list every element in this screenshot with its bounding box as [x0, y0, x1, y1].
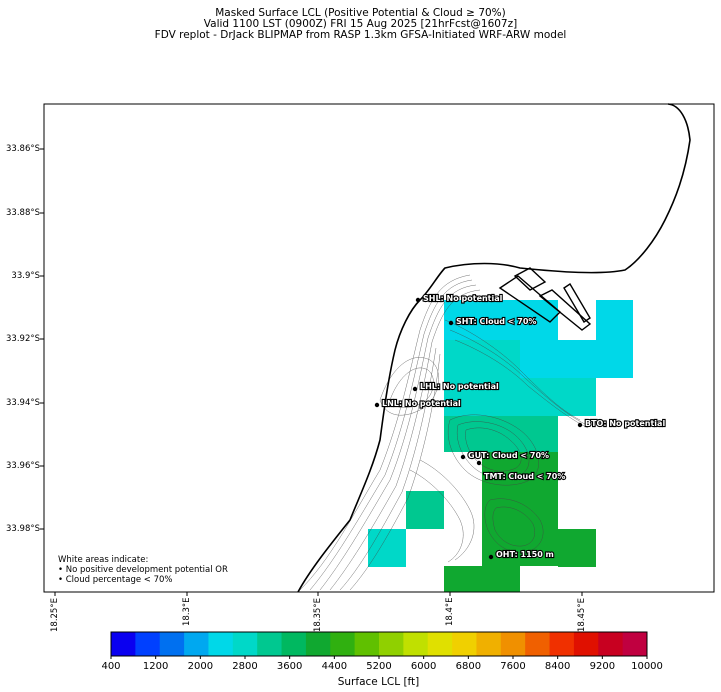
map-frame [43, 103, 715, 593]
colorbar-tick-label: 1200 [142, 661, 169, 672]
colorbar-swatch [549, 632, 575, 656]
x-tick-marks [54, 592, 583, 596]
lcl-cell [406, 491, 444, 529]
colorbar-tick-label: 10000 [631, 661, 663, 672]
colorbar-swatch [159, 632, 185, 656]
map-title-line-2: Valid 1100 LST (0900Z) FRI 15 Aug 2025 [… [203, 18, 518, 30]
colorbar-tick-label: 4400 [321, 661, 348, 672]
colorbar-swatch [305, 632, 331, 656]
colorbar-swatch [598, 632, 624, 656]
lcl-cell [444, 300, 558, 340]
x-tick-label: 18.45°E [577, 598, 587, 632]
coastline [297, 103, 691, 593]
colorbar-swatch [452, 632, 477, 656]
x-tick-label: 18.35°E [313, 598, 323, 632]
colorbar-tick-label: 2000 [187, 661, 214, 672]
station-markers [374, 297, 583, 560]
colorbar [110, 631, 648, 659]
station-marker-bto [577, 422, 583, 428]
lcl-cell [444, 416, 558, 452]
station-label-gut: GUT: Cloud < 70% [468, 451, 549, 460]
lcl-cell [482, 452, 558, 566]
colorbar-swatch [379, 632, 404, 656]
colorbar-swatch [281, 632, 307, 656]
colorbar-swatch [354, 632, 380, 656]
station-marker-gut [460, 454, 466, 460]
y-tick-label: 33.98°S [6, 524, 40, 534]
colorbar-tick-label: 2800 [232, 661, 258, 672]
station-label-shl: SHL: No potential [423, 294, 503, 303]
station-marker-shl [415, 297, 421, 303]
colorbar-tick-label: 8400 [544, 661, 571, 672]
colorbar-swatch [573, 632, 599, 656]
colorbar-swatch [476, 632, 502, 656]
lcl-cells [368, 300, 633, 592]
lcl-cell [444, 378, 596, 416]
station-label-lhl: LHL: No potential [420, 382, 499, 391]
colorbar-swatch [232, 632, 258, 656]
station-label-bto: BTO: No potential [585, 419, 665, 428]
terrain-contours [299, 274, 589, 591]
colorbar-label: Surface LCL [ft] [337, 676, 420, 688]
x-tick-label: 18.4°E [445, 597, 455, 626]
legend-note-line-2: • No positive development potential OR [58, 565, 228, 575]
station-label-sht: SHT: Cloud < 70% [456, 317, 536, 326]
colorbar-tick-label: 9200 [589, 661, 616, 672]
colorbar-swatch [208, 632, 234, 656]
lcl-cell [558, 529, 596, 567]
colorbar-swatch [622, 632, 648, 656]
legend-note-line-3: • Cloud percentage < 70% [58, 575, 173, 585]
colorbar-tick-label: 400 [101, 661, 121, 672]
map-title-line-3: FDV replot - DrJack BLIPMAP from RASP 1.… [154, 29, 567, 41]
colorbar-tick-label: 3600 [276, 661, 303, 672]
y-tick-label: 33.94°S [6, 398, 40, 408]
colorbar-swatch [257, 632, 283, 656]
y-tick-marks [40, 148, 44, 530]
colorbar-swatch [184, 632, 209, 656]
colorbar-swatch [403, 632, 429, 656]
y-tick-label: 33.92°S [6, 334, 40, 344]
colorbar-swatch [427, 632, 453, 656]
colorbar-tick-label: 7600 [500, 661, 526, 672]
lcl-cell [519, 340, 631, 378]
harbour-outline [498, 267, 592, 331]
lcl-cell [368, 529, 406, 567]
colorbar-swatch [525, 632, 551, 656]
colorbar-tick-label: 6000 [410, 661, 437, 672]
y-tick-label: 33.9°S [11, 271, 40, 281]
colorbar-swatch [135, 632, 161, 656]
y-tick-label: 33.86°S [6, 144, 40, 154]
station-marker-sht [448, 320, 454, 326]
x-tick-label: 18.25°E [50, 598, 60, 632]
x-tick-label: 18.3°E [182, 597, 192, 626]
station-marker-oht [488, 554, 494, 560]
colorbar-swatch [111, 632, 136, 656]
station-marker-tmt [476, 460, 482, 466]
colorbar-tick-label: 5200 [366, 661, 392, 672]
station-marker-lnl [374, 402, 380, 408]
station-labels: SHL: No potential SHT: Cloud < 70% LHL: … [381, 293, 667, 560]
lcl-cell [444, 340, 520, 378]
y-tick-label: 33.96°S [6, 461, 40, 471]
colorbar-swatch [330, 632, 356, 656]
station-marker-lhl [412, 386, 418, 392]
lcl-cell [444, 566, 520, 592]
station-label-oht: OHT: 1150 m [496, 550, 554, 559]
colorbar-tick-label: 6800 [455, 661, 482, 672]
map-title-line-1: Masked Surface LCL (Positive Potential &… [215, 7, 506, 19]
y-tick-label: 33.88°S [6, 208, 40, 218]
station-label-tmt: TMT: Cloud < 70% [484, 472, 565, 481]
legend-note-line-1: White areas indicate: [58, 555, 149, 565]
colorbar-swatch [500, 632, 526, 656]
station-label-lnl: LNL: No potential [382, 399, 461, 408]
